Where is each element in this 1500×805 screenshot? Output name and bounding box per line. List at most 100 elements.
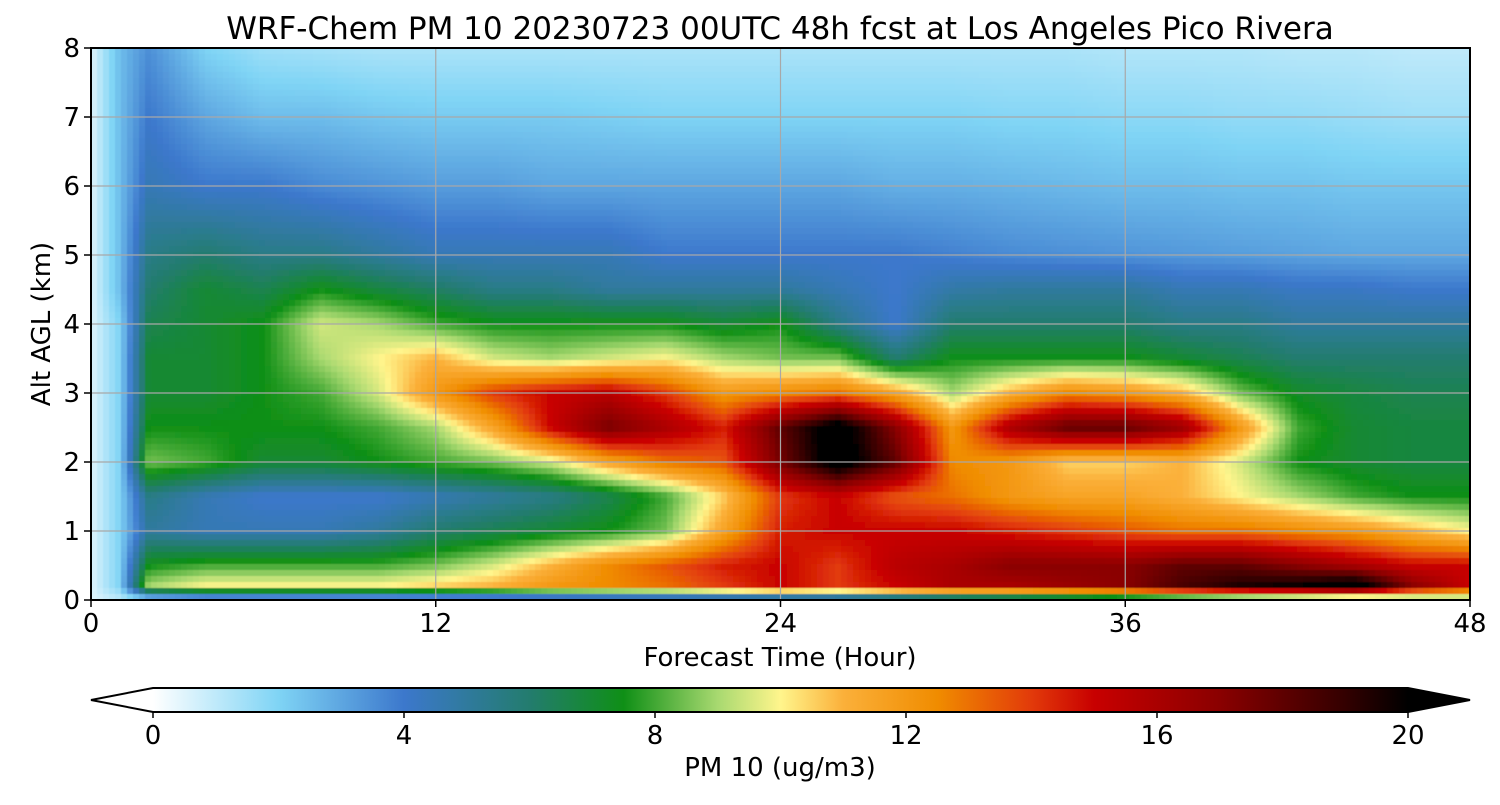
heatmap-cell: [349, 96, 356, 103]
heatmap-cell: [367, 150, 374, 157]
heatmap-cell: [1135, 108, 1142, 115]
heatmap-cell: [1303, 150, 1310, 157]
heatmap-cell: [661, 144, 668, 151]
heatmap-cell: [601, 102, 608, 109]
heatmap-cell: [1069, 66, 1076, 73]
heatmap-cell: [1213, 78, 1220, 85]
heatmap-cell: [763, 162, 770, 169]
heatmap-cell: [199, 162, 206, 169]
heatmap-cell: [1225, 126, 1232, 133]
heatmap-cell: [247, 102, 254, 109]
heatmap-cell: [1003, 96, 1010, 103]
heatmap-cell: [277, 150, 284, 157]
heatmap-cell: [577, 108, 584, 115]
heatmap-cell: [691, 72, 698, 79]
heatmap-cell: [553, 96, 560, 103]
heatmap-cell: [1135, 102, 1142, 109]
heatmap-cell: [1453, 102, 1460, 109]
heatmap-cell: [331, 54, 338, 61]
heatmap-cell: [799, 162, 806, 169]
heatmap-cell: [1333, 120, 1340, 127]
heatmap-cell: [535, 90, 542, 97]
heatmap-cell: [163, 144, 170, 151]
heatmap-cell: [853, 102, 860, 109]
heatmap-cell: [439, 78, 446, 85]
heatmap-cell: [1243, 138, 1250, 145]
heatmap-cell: [409, 156, 416, 163]
heatmap-cell: [1093, 102, 1100, 109]
heatmap-cell: [637, 174, 644, 181]
heatmap-cell: [889, 78, 896, 85]
heatmap-cell: [1363, 66, 1370, 73]
heatmap-cell: [823, 108, 830, 115]
heatmap-cell: [1333, 54, 1340, 61]
heatmap-cell: [1201, 90, 1208, 97]
heatmap-cell: [1321, 156, 1328, 163]
heatmap-cell: [625, 72, 632, 79]
heatmap-cell: [1069, 84, 1076, 91]
heatmap-cell: [1189, 156, 1196, 163]
heatmap-cell: [127, 150, 134, 157]
heatmap-cell: [307, 96, 314, 103]
heatmap-cell: [1357, 90, 1364, 97]
heatmap-cell: [211, 54, 218, 61]
heatmap-cell: [469, 162, 476, 169]
heatmap-cell: [745, 72, 752, 79]
heatmap-cell: [463, 126, 470, 133]
heatmap-cell: [757, 150, 764, 157]
heatmap-cell: [253, 138, 260, 145]
heatmap-cell: [1267, 102, 1274, 109]
heatmap-cell: [853, 162, 860, 169]
heatmap-cell: [1333, 108, 1340, 115]
heatmap-cell: [547, 174, 554, 181]
heatmap-cell: [1207, 72, 1214, 79]
heatmap-cell: [1435, 132, 1442, 139]
heatmap-cell: [1141, 54, 1148, 61]
heatmap-cell: [1291, 96, 1298, 103]
heatmap-cell: [493, 150, 500, 157]
heatmap-cell: [1429, 162, 1436, 169]
heatmap-cell: [1105, 60, 1112, 67]
heatmap-cell: [739, 138, 746, 145]
heatmap-cell: [181, 162, 188, 169]
heatmap-cell: [1393, 66, 1400, 73]
heatmap-cell: [529, 138, 536, 145]
heatmap-cell: [1087, 60, 1094, 67]
heatmap-cell: [235, 144, 242, 151]
heatmap-cell: [115, 162, 122, 169]
heatmap-cell: [469, 60, 476, 67]
heatmap-cell: [1453, 84, 1460, 91]
heatmap-cell: [595, 174, 602, 181]
heatmap-cell: [1009, 132, 1016, 139]
heatmap-cell: [511, 150, 518, 157]
heatmap-cell: [367, 144, 374, 151]
heatmap-cell: [601, 132, 608, 139]
heatmap-cell: [937, 96, 944, 103]
heatmap-cell: [1141, 84, 1148, 91]
heatmap-cell: [1129, 90, 1136, 97]
heatmap-cell: [1429, 90, 1436, 97]
heatmap-cell: [583, 144, 590, 151]
heatmap-cell: [553, 60, 560, 67]
heatmap-cell: [463, 96, 470, 103]
heatmap-cell: [1147, 102, 1154, 109]
heatmap-cell: [1129, 108, 1136, 115]
heatmap-cell: [811, 126, 818, 133]
heatmap-cell: [517, 138, 524, 145]
heatmap-cell: [1285, 72, 1292, 79]
heatmap-cell: [403, 144, 410, 151]
heatmap-cell: [1315, 156, 1322, 163]
heatmap-cell: [1075, 138, 1082, 145]
heatmap-cell: [157, 150, 164, 157]
heatmap-cell: [349, 120, 356, 127]
heatmap-cell: [973, 66, 980, 73]
heatmap-cell: [1363, 126, 1370, 133]
heatmap-cell: [355, 102, 362, 109]
heatmap-cell: [547, 126, 554, 133]
heatmap-cell: [871, 174, 878, 181]
heatmap-cell: [217, 138, 224, 145]
heatmap-cell: [283, 120, 290, 127]
heatmap-cell: [1015, 162, 1022, 169]
heatmap-cell: [139, 66, 146, 73]
heatmap-cell: [1375, 126, 1382, 133]
